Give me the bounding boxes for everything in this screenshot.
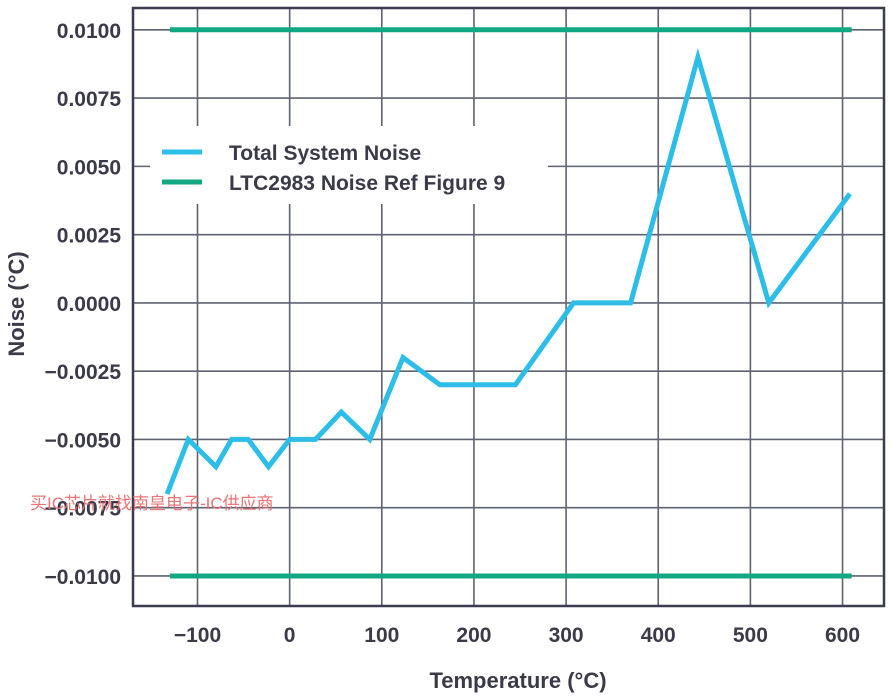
legend-label-total-system-noise: Total System Noise <box>229 142 421 165</box>
y-tick-label: −0.0025 <box>45 361 122 384</box>
x-tick-label: 0 <box>284 624 296 647</box>
x-tick-label: 600 <box>825 624 860 647</box>
x-tick-label: −100 <box>174 624 221 647</box>
y-tick-label: −0.0050 <box>45 429 122 452</box>
series-total-system-noise <box>164 47 852 495</box>
y-tick-label: 0.0000 <box>57 293 121 316</box>
tick-layer: −100 0 100 200 300 400 500 600 0.0100 0.0075 0.005… <box>45 20 861 647</box>
grid-layer <box>133 8 884 606</box>
legend-background <box>150 126 548 204</box>
y-tick-label: −0.0100 <box>45 566 122 589</box>
plot-frame <box>131 6 886 608</box>
y-axis-label: Noise (°C) <box>4 251 29 356</box>
y-tick-label: 0.0050 <box>57 156 121 179</box>
y-tick-label: −0.0075 <box>45 498 122 521</box>
y-tick-label: 0.0100 <box>57 20 121 43</box>
x-axis-label: Temperature (°C) <box>429 668 606 693</box>
watermark-text: 买IC芯片就找南皇电子-IC供应商 <box>30 494 274 513</box>
x-tick-label: 100 <box>364 624 399 647</box>
x-tick-label: 200 <box>456 624 491 647</box>
legend: Total System Noise LTC2983 Noise Ref Fig… <box>150 126 548 204</box>
x-tick-label: 300 <box>549 624 584 647</box>
y-tick-label: 0.0075 <box>57 88 122 111</box>
series-layer <box>164 27 852 579</box>
x-tick-label: 500 <box>733 624 768 647</box>
y-tick-label: 0.0025 <box>57 225 122 248</box>
x-tick-label: 400 <box>641 624 676 647</box>
legend-label-ltc2983-noise-ref: LTC2983 Noise Ref Figure 9 <box>229 172 505 195</box>
